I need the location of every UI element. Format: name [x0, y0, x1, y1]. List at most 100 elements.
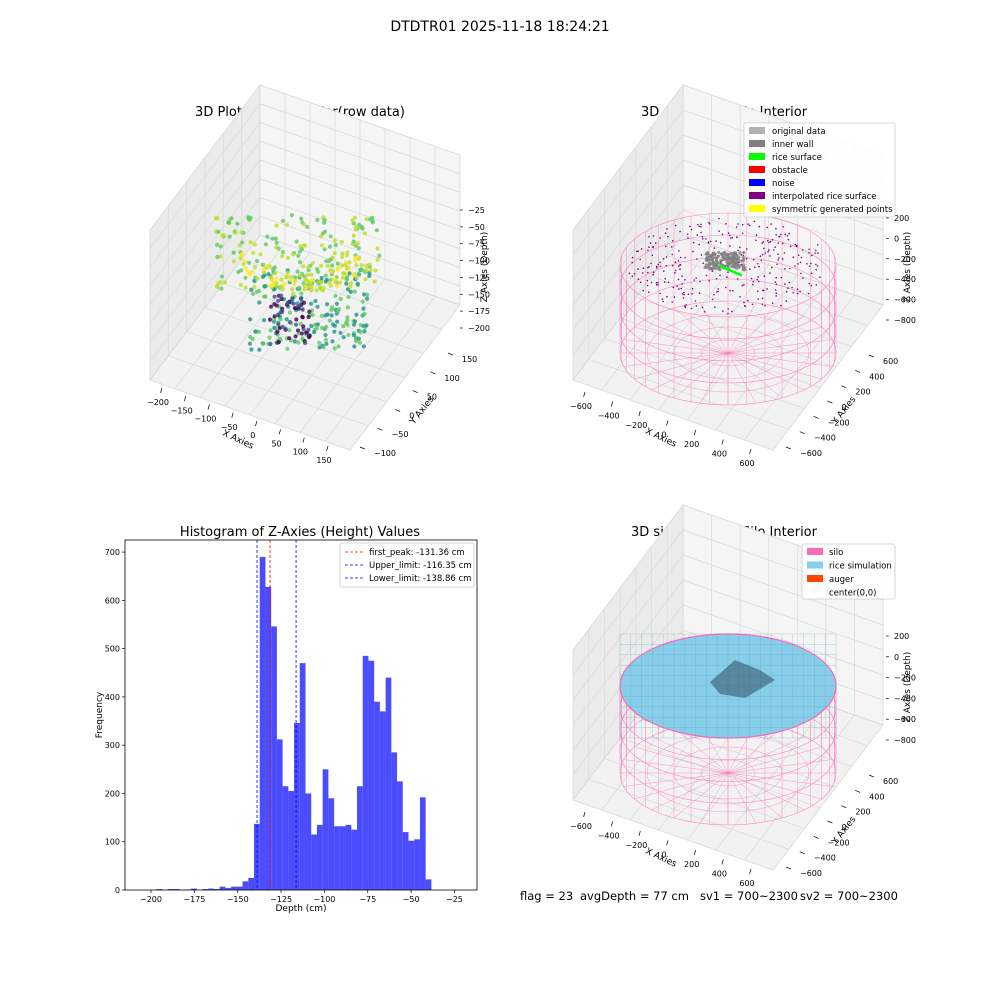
interpolated-point [715, 240, 717, 242]
interpolated-point [787, 287, 789, 289]
classify-plot-z-ticks: 200 0 −200 −400 −600 −800 [886, 214, 916, 325]
simulation-x-tick-label: 400 [712, 870, 727, 879]
raw-point [276, 298, 281, 303]
interpolated-point [799, 290, 801, 293]
interpolated-point [631, 275, 634, 278]
interpolated-point [742, 254, 745, 257]
interpolated-point [671, 264, 674, 267]
interpolated-point [775, 234, 777, 236]
raw-plot-x-ticks: −200−150−100 −50 0 50 100 150 [147, 387, 332, 465]
interpolated-point [762, 241, 765, 243]
interpolated-point [695, 305, 698, 307]
histogram-bar [225, 888, 232, 890]
interpolated-point [747, 223, 749, 225]
raw-point [280, 308, 285, 313]
interpolated-point [768, 241, 770, 244]
classify-x-tick-mark [610, 401, 614, 407]
simulation-y-tick-label: −400 [814, 854, 836, 863]
raw-point [319, 280, 324, 285]
classify-x-tick-label: 0 [661, 431, 666, 440]
raw-point [218, 244, 223, 249]
raw-x-tick-label: 100 [293, 448, 308, 457]
inner-wall-point [726, 255, 730, 259]
simulation-x-tick-mark [610, 821, 614, 827]
histogram-bar [288, 791, 295, 890]
interpolated-point [815, 249, 817, 252]
raw-point [291, 301, 296, 306]
raw-point [335, 261, 340, 266]
raw-point [289, 213, 294, 218]
raw-point [336, 265, 341, 270]
grid-line [223, 283, 424, 354]
interpolated-point [739, 246, 741, 249]
raw-point [270, 279, 275, 284]
raw-point [315, 304, 320, 309]
histogram-bar [322, 769, 329, 890]
interpolated-point [697, 223, 699, 226]
interpolated-point [725, 223, 727, 225]
raw-point [344, 281, 349, 286]
raw-point [252, 285, 257, 290]
raw-point [297, 287, 302, 292]
interpolated-point [698, 292, 701, 294]
raw-x-tick-label: −50 [221, 423, 238, 432]
interpolated-point [654, 242, 657, 244]
inner-wall-point [727, 252, 732, 256]
interpolated-point [719, 241, 722, 244]
raw-point [265, 263, 270, 269]
raw-point [348, 289, 353, 294]
interpolated-point [784, 233, 787, 236]
raw-point [305, 285, 310, 290]
interpolated-point [692, 241, 695, 244]
raw-point [299, 291, 304, 296]
raw-point [265, 234, 270, 239]
interpolated-point [808, 282, 810, 285]
interpolated-point [685, 304, 687, 306]
interpolated-point [661, 298, 664, 300]
interpolated-point [797, 263, 799, 265]
raw-point [340, 255, 345, 260]
interpolated-point [794, 243, 797, 246]
inner-wall-point [709, 267, 713, 271]
interpolated-point [674, 269, 677, 272]
grid-line [259, 122, 461, 193]
grid-line [682, 579, 884, 651]
raw-point [319, 313, 325, 318]
grid-line [651, 276, 852, 347]
interpolated-point [777, 259, 779, 261]
interpolated-point [631, 256, 634, 259]
raw-point [292, 306, 297, 311]
classify-legend-label: interpolated rice surface [772, 192, 877, 202]
raw-point [285, 346, 290, 351]
interpolated-point [775, 283, 778, 286]
raw-point [251, 250, 256, 255]
raw-point [307, 309, 312, 314]
grid-line [149, 159, 261, 306]
raw-point [330, 322, 336, 327]
grid-line [715, 284, 827, 431]
interpolated-point [748, 224, 751, 227]
grid-line [149, 141, 261, 287]
raw-point [353, 258, 358, 263]
simulation-legend-swatch [807, 548, 823, 555]
raw-point [306, 265, 311, 270]
silo-floor-ring [673, 746, 783, 800]
simulation-y-tick-label: −200 [828, 838, 850, 847]
raw-point [333, 280, 339, 285]
raw-point [253, 329, 258, 334]
raw-point [260, 341, 265, 346]
raw-point [355, 255, 360, 260]
raw-point [299, 216, 304, 221]
classify-y-tick-mark [799, 431, 805, 435]
raw-point [301, 222, 306, 227]
raw-point [271, 266, 276, 272]
raw-point [257, 347, 262, 352]
raw-x-tick-mark [231, 412, 234, 418]
raw-point [352, 319, 358, 324]
histogram-bar [311, 834, 317, 890]
raw-point [309, 301, 314, 306]
raw-point [314, 267, 320, 272]
raw-point [356, 336, 361, 341]
grid-line [601, 244, 712, 391]
interpolated-point [657, 263, 660, 266]
